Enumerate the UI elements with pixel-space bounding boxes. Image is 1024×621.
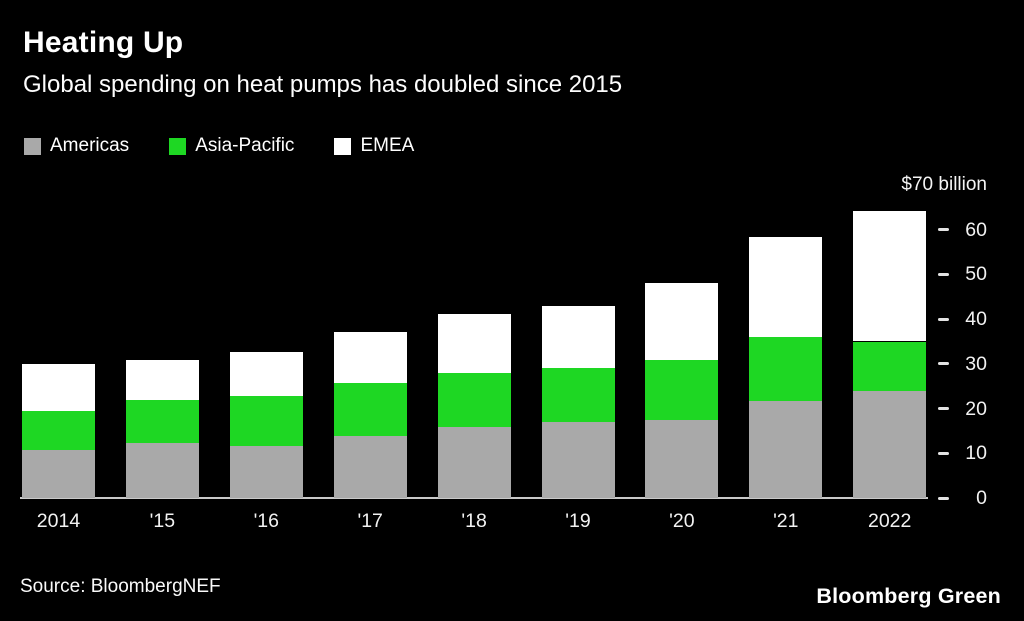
bar-segment-americas <box>229 445 303 498</box>
y-tick-label: 60 <box>965 218 987 241</box>
x-axis-label: '20 <box>669 510 695 532</box>
legend-swatch-asia-pacific-icon <box>169 137 187 155</box>
chart-title: Heating Up <box>23 26 184 59</box>
bar-segment-emea <box>125 359 199 401</box>
y-tick-mark <box>938 451 949 455</box>
bar-segment-emea <box>229 352 303 397</box>
bar-segment-americas <box>125 442 199 498</box>
x-axis-label: 2022 <box>867 510 912 532</box>
bar-segment-americas <box>437 426 511 498</box>
y-tick-label: 40 <box>965 308 987 331</box>
legend-swatch-americas-icon <box>24 137 41 155</box>
y-tick-label: 50 <box>965 263 987 286</box>
bar-segment-emea <box>645 283 719 360</box>
bar-segment-emea <box>749 237 823 337</box>
bar-segment-asia-pacific <box>749 336 823 401</box>
bar-segment-americas <box>22 449 95 498</box>
x-axis-label: '15 <box>149 510 176 532</box>
bar-segment-americas <box>541 421 615 498</box>
chart-subtitle: Global spending on heat pumps has double… <box>23 71 623 98</box>
y-tick-mark <box>938 228 949 232</box>
y-tick-mark <box>938 496 949 500</box>
y-tick-label: 30 <box>965 352 987 375</box>
bar-segment-asia-pacific <box>437 372 511 427</box>
x-axis-label: '21 <box>773 510 799 532</box>
y-tick-label: 10 <box>965 442 987 465</box>
bar-segment-emea <box>541 305 615 369</box>
x-axis-label: '16 <box>253 510 279 532</box>
bar-segment-emea <box>853 210 927 342</box>
legend-item-emea: EMEA <box>334 135 414 157</box>
bar-segment-asia-pacific <box>229 396 303 446</box>
legend-swatch-emea-icon <box>334 137 352 155</box>
y-tick-mark <box>938 362 949 366</box>
x-axis-label: '17 <box>357 510 383 532</box>
bar-segment-emea <box>22 363 95 411</box>
y-tick-label: 0 <box>976 487 987 509</box>
legend-label-emea: EMEA <box>360 135 415 156</box>
source-note: Source: BloombergNEF <box>20 576 221 597</box>
bar-segment-emea <box>333 332 407 384</box>
bar-segment-emea <box>437 314 511 373</box>
x-axis-label: '18 <box>461 510 487 532</box>
legend: Americas Asia-Pacific EMEA <box>24 135 414 157</box>
y-tick-label: 20 <box>965 397 987 420</box>
legend-item-asia-pacific: Asia-Pacific <box>169 135 294 157</box>
legend-label-americas: Americas <box>50 135 130 156</box>
bar-segment-asia-pacific <box>853 341 927 391</box>
x-axis-label: 2014 <box>36 510 81 532</box>
bar-segment-asia-pacific <box>541 368 615 422</box>
bar-segment-americas <box>645 419 719 498</box>
bar-segment-americas <box>749 400 823 498</box>
bar-segment-americas <box>333 435 407 498</box>
bar-segment-asia-pacific <box>22 410 95 450</box>
x-axis-baseline <box>20 497 928 499</box>
y-axis-unit-label: $70 billion <box>901 174 987 195</box>
y-tick-mark <box>938 317 949 321</box>
y-tick-mark <box>938 407 949 411</box>
y-tick-mark <box>938 272 949 276</box>
legend-label-asia-pacific: Asia-Pacific <box>195 135 295 156</box>
bar-segment-americas <box>853 390 927 498</box>
bar-segment-asia-pacific <box>333 383 407 436</box>
x-axis-label: '19 <box>565 510 591 532</box>
bloomberg-green-logo: Bloomberg Green <box>816 584 1001 608</box>
legend-item-americas: Americas <box>24 135 129 157</box>
bar-segment-asia-pacific <box>645 359 719 420</box>
bar-segment-asia-pacific <box>125 400 199 443</box>
